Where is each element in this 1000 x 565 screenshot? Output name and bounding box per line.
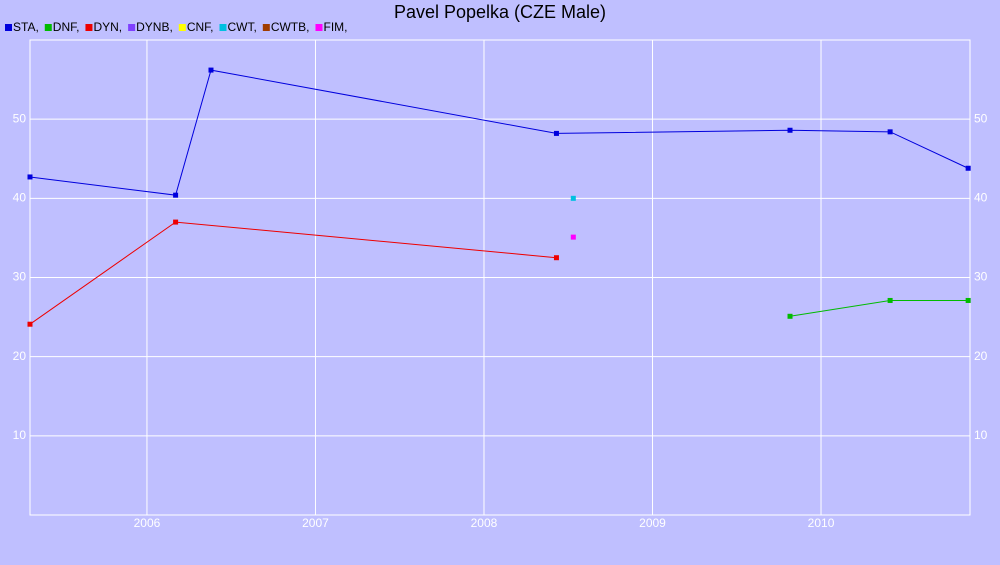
data-point — [570, 195, 576, 201]
legend-label: CNF, — [187, 20, 214, 34]
data-point — [553, 255, 559, 261]
legend-swatch — [262, 24, 270, 31]
legend-swatch — [44, 24, 52, 31]
data-point — [553, 130, 559, 136]
series-line — [789, 299, 969, 317]
y2-tick-label: 10 — [974, 428, 988, 442]
legend-label: STA, — [13, 20, 39, 34]
legend-label: DYNB, — [136, 20, 173, 34]
y2-tick-label: 40 — [974, 191, 988, 205]
data-point — [208, 67, 214, 73]
data-point — [887, 129, 893, 135]
y-tick-label: 50 — [13, 111, 27, 125]
data-point — [173, 192, 179, 198]
legend-swatch — [85, 24, 93, 31]
legend-label: CWT, — [227, 20, 256, 34]
legend-label: CWTB, — [271, 20, 310, 34]
y-tick-label: 20 — [13, 349, 27, 363]
y2-tick-label: 50 — [974, 111, 988, 125]
legend-swatch — [219, 24, 227, 31]
y-tick-label: 40 — [13, 191, 27, 205]
series-line — [29, 221, 557, 325]
x-tick-label: 2009 — [639, 516, 666, 530]
data-point — [27, 174, 33, 180]
legend-swatch — [5, 24, 12, 31]
legend-label: DNF, — [53, 20, 80, 34]
data-point — [787, 127, 793, 133]
y-tick-label: 30 — [13, 270, 27, 284]
data-point — [173, 219, 179, 225]
x-tick-label: 2010 — [808, 516, 835, 530]
data-point — [965, 297, 971, 303]
x-tick-label: 2008 — [471, 516, 498, 530]
legend-label: FIM, — [323, 20, 347, 34]
legend-swatch — [178, 24, 186, 31]
data-point — [570, 234, 576, 240]
legend-label: DYN, — [93, 20, 122, 34]
legend-swatch — [128, 24, 136, 31]
y2-tick-label: 30 — [974, 270, 988, 284]
data-point — [887, 297, 893, 303]
data-point — [965, 165, 971, 171]
y-tick-label: 10 — [13, 428, 27, 442]
data-point — [787, 313, 793, 319]
data-point — [27, 321, 33, 327]
legend-swatch — [315, 24, 323, 31]
y2-tick-label: 20 — [974, 349, 988, 363]
x-tick-label: 2006 — [134, 516, 161, 530]
series-line — [29, 69, 969, 196]
x-tick-label: 2007 — [302, 516, 329, 530]
chart-title: Pavel Popelka (CZE Male) — [394, 2, 606, 22]
